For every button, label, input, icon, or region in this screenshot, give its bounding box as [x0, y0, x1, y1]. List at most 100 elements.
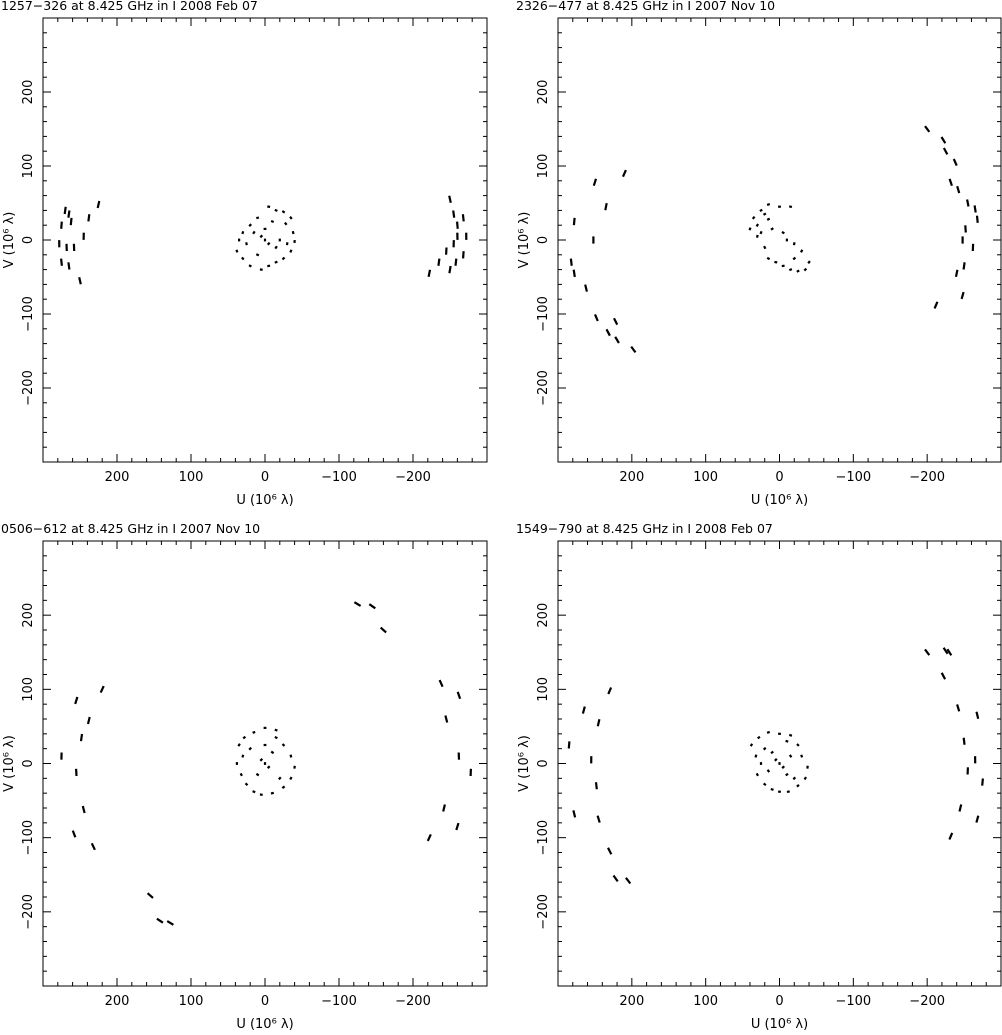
y-tick-label: −200	[21, 894, 36, 930]
uv-point	[78, 276, 82, 285]
uv-point	[427, 269, 432, 278]
uv-point	[807, 260, 811, 264]
uv-point	[252, 230, 256, 235]
uv-point	[278, 776, 282, 781]
y-tick-label: 0	[536, 236, 551, 244]
uv-point	[593, 313, 599, 322]
uv-point	[454, 258, 458, 266]
uv-point	[755, 772, 759, 777]
uv-point	[81, 805, 86, 814]
uv-point	[933, 301, 939, 309]
uv-point	[762, 212, 767, 216]
x-axis-label: U (10⁶ λ)	[751, 1017, 808, 1032]
uv-point	[940, 672, 947, 680]
uv-point	[572, 217, 576, 226]
uv-point	[87, 214, 91, 222]
uv-point	[239, 772, 243, 777]
uv-point	[146, 892, 154, 899]
uv-point	[572, 810, 577, 818]
uv-point	[274, 208, 278, 212]
y-tick-label: 100	[536, 154, 551, 179]
x-tick-label: −200	[395, 470, 431, 485]
uv-point	[67, 210, 71, 218]
uv-point	[270, 750, 275, 755]
uv-point	[274, 245, 278, 250]
uv-point	[948, 832, 954, 840]
uv-point	[766, 730, 771, 734]
uv-point	[569, 258, 573, 266]
uv-point	[270, 219, 275, 224]
uv-point	[259, 758, 264, 762]
x-axis-label: U (10⁶ λ)	[751, 493, 808, 508]
y-tick-label: −200	[536, 894, 551, 930]
uv-point	[948, 178, 953, 187]
uv-point	[612, 874, 619, 883]
uv-point	[379, 626, 387, 634]
uv-point	[781, 765, 785, 769]
uv-point	[621, 169, 627, 178]
uv-point	[754, 754, 758, 758]
uv-point	[244, 782, 249, 786]
uv-point	[289, 249, 293, 253]
uv-point	[448, 195, 452, 204]
uv-point	[456, 691, 462, 700]
uv-point	[964, 225, 967, 233]
panel-title: 1257−326 at 8.425 GHz in I 2008 Feb 07	[1, 0, 258, 13]
uv-point	[956, 185, 961, 194]
y-tick-label: −100	[21, 296, 36, 332]
uv-point	[749, 743, 754, 747]
uv-point	[924, 648, 931, 656]
uv-point	[605, 328, 611, 337]
uv-point	[966, 199, 970, 207]
y-tick-label: −100	[536, 296, 551, 332]
y-tick-label: 200	[21, 80, 36, 105]
uv-point	[756, 234, 759, 238]
uv-point	[289, 754, 293, 758]
uv-point	[442, 804, 446, 812]
uv-points	[58, 195, 468, 285]
uv-point	[255, 253, 260, 257]
uv-point	[770, 750, 774, 755]
y-tick-label: 0	[536, 759, 551, 767]
uv-point	[785, 772, 789, 777]
x-tick-label: 100	[179, 470, 204, 485]
x-tick-label: 200	[105, 994, 130, 1009]
uv-point	[90, 842, 96, 851]
uv-point	[766, 203, 771, 206]
uv-point	[800, 754, 804, 758]
uv-point	[242, 735, 247, 740]
uv-point	[796, 743, 800, 747]
y-axis-label: V (10⁶ λ)	[2, 735, 17, 792]
uv-point	[975, 815, 980, 823]
uv-point	[270, 791, 275, 795]
uv-point	[252, 730, 256, 734]
uv-point	[607, 687, 613, 695]
uv-point	[60, 221, 63, 229]
uv-point	[757, 735, 761, 740]
uv-point	[69, 217, 73, 226]
y-tick-label: 0	[21, 236, 36, 244]
uv-panel-3: 0506−612 at 8.425 GHz in I 2007 Nov 10 20…	[1, 521, 488, 1032]
uv-point	[762, 782, 767, 787]
uv-point	[274, 260, 278, 264]
uv-point	[954, 269, 959, 278]
uv-point	[156, 917, 164, 924]
uv-point	[237, 743, 241, 747]
uv-point	[455, 822, 460, 831]
uv-panel-2: 2326−477 at 8.425 GHz in I 2007 Nov 10 20…	[516, 0, 1002, 508]
uv-point	[248, 746, 252, 751]
uv-points	[569, 125, 979, 354]
x-tick-label: −100	[321, 470, 357, 485]
uv-point	[289, 216, 293, 220]
uv-point	[63, 206, 67, 215]
x-tick-label: 200	[105, 470, 130, 485]
uv-point	[981, 778, 984, 786]
uv-point	[99, 685, 105, 694]
uv-point	[763, 245, 767, 250]
uv-point	[266, 241, 271, 246]
uv-point	[604, 202, 608, 211]
y-tick-label: 100	[21, 154, 36, 179]
x-tick-label: 0	[261, 994, 269, 1009]
uv-point	[792, 776, 797, 781]
